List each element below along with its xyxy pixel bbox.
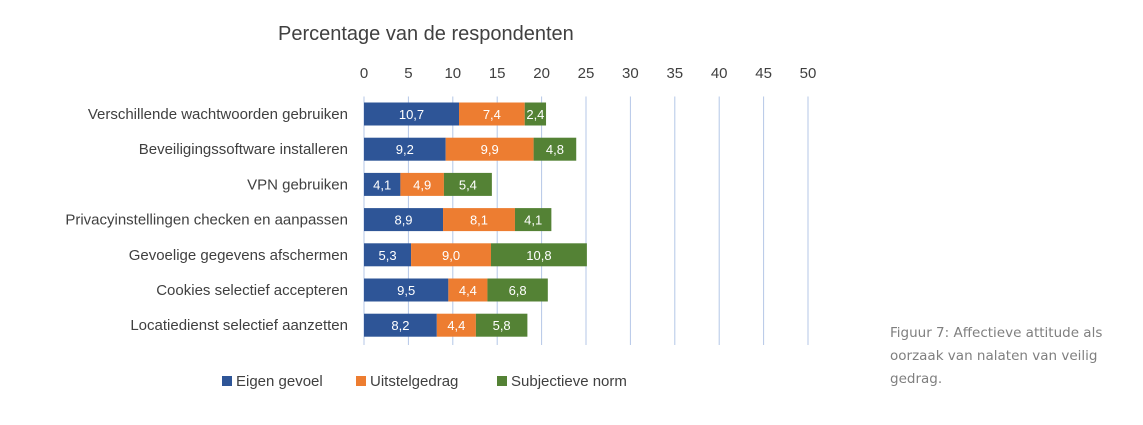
bar-segment [524,102,547,126]
category-label: Privacyinstellingen checken en aanpassen [65,212,348,229]
x-tick-label: 20 [533,65,550,82]
chart-title: Percentage van de respondenten [278,23,574,45]
bar-data-label: 8,2 [391,318,409,333]
x-tick-label: 35 [666,65,683,82]
x-tick-label: 25 [578,65,595,82]
bar-segment [490,243,587,267]
bar-segment [364,243,412,267]
bar-data-label: 9,9 [481,142,499,157]
bar-segment [436,313,476,337]
bar-segment [364,313,437,337]
category-labels: Verschillende wachtwoorden gebruiken Beve… [65,106,348,334]
bar-data-label: 7,4 [483,107,501,122]
bar-segment [443,172,492,196]
legend: Eigen gevoel Uitstelgedrag Subjectieve nor… [222,373,627,390]
bar-data-label: 5,8 [493,318,511,333]
bar-data-label: 5,4 [459,177,477,192]
bar-data-label: 9,0 [442,248,460,263]
legend-label: Subjectieve norm [511,373,627,390]
bar-segment [448,278,488,302]
bar-data-label: 8,9 [394,213,412,228]
legend-swatch [497,376,507,386]
bar-segment [364,172,401,196]
bar-data-label: 4,1 [524,213,542,228]
bar-segment [514,208,552,232]
bar-segment [364,278,449,302]
x-tick-label: 10 [444,65,461,82]
x-tick-label: 15 [489,65,506,82]
bar-data-label: 9,5 [397,283,415,298]
figure-caption: Figuur 7: Affectieve attitude als oorzaa… [890,325,1103,387]
bar-segment [443,208,515,232]
bar-data-label: 6,8 [509,283,527,298]
category-label: Verschillende wachtwoorden gebruiken [88,106,348,123]
bar-data-label: 4,4 [459,283,477,298]
bar-data-label: 9,2 [396,142,414,157]
category-label: VPN gebruiken [247,176,348,193]
bar-data-label: 10,8 [526,248,551,263]
bar-segment [445,137,534,161]
category-label: Locatiedienst selectief aanzetten [130,317,348,334]
x-tick-label: 50 [800,65,817,82]
x-tick-label: 5 [404,65,412,82]
bar-segment [364,102,460,126]
bar-segment [411,243,491,267]
category-label: Cookies selectief accepteren [156,282,348,299]
bar-segment [364,137,446,161]
bar-data-label: 2,4 [526,107,544,122]
bar-data-label: 4,1 [373,177,391,192]
stacked-bar-chart: Percentage van de respondenten 0 5 10 15 20 2… [65,23,817,390]
bar-segment [475,313,528,337]
bar-data-label: 4,8 [546,142,564,157]
bar-data-label: 10,7 [399,107,424,122]
legend-label: Uitstelgedrag [370,373,458,390]
bar-segment [459,102,525,126]
bar-data-label: 5,3 [378,248,396,263]
bar-segment [364,208,444,232]
x-tick-label: 45 [755,65,772,82]
bar-data-label: 8,1 [470,213,488,228]
legend-swatch [356,376,366,386]
legend-label: Eigen gevoel [236,373,323,390]
bar-data-label: 4,4 [447,318,465,333]
bars: 10,7 7,4 2,4 9,2 9,9 4,8 4,1 4,9 5,4 8,9 8,1 4,1 5,3… [364,102,587,337]
category-label: Gevoelige gegevens afschermen [129,247,348,264]
x-axis-ticks: 0 5 10 15 20 25 30 35 40 45 50 [360,65,817,82]
legend-swatch [222,376,232,386]
category-label: Beveiligingssoftware installeren [139,141,348,158]
bar-segment [400,172,444,196]
bar-data-label: 4,9 [413,177,431,192]
x-tick-label: 40 [711,65,728,82]
x-tick-label: 0 [360,65,368,82]
x-tick-label: 30 [622,65,639,82]
bar-segment [533,137,577,161]
bar-segment [487,278,548,302]
